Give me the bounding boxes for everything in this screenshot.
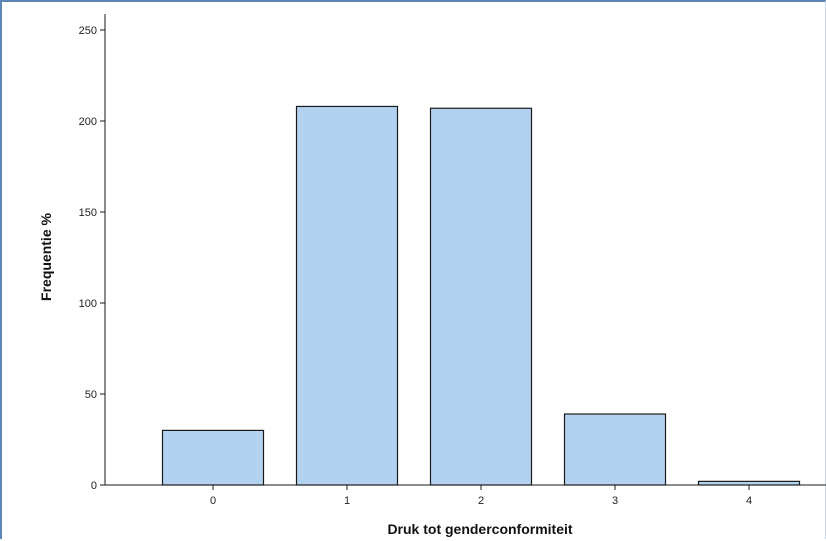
y-tick-label: 100: [79, 298, 97, 310]
x-tick-label: 0: [210, 495, 216, 507]
y-tick-label: 200: [79, 116, 97, 128]
y-tick-label: 50: [85, 389, 97, 401]
x-tick-label: 2: [478, 495, 484, 507]
bar-4: [697, 480, 801, 486]
x-tick-label: 3: [612, 495, 618, 507]
y-axis-title: Frequentie %: [38, 212, 54, 300]
x-tick-label: 1: [344, 495, 350, 507]
x-axis-title: Druk tot genderconformiteit: [387, 521, 572, 537]
x-axis: 0 1 2 3 4: [105, 484, 826, 507]
bars: [161, 105, 801, 486]
bar-2: [429, 107, 533, 486]
bar-3: [563, 413, 667, 486]
x-tick-label: 4: [746, 495, 752, 507]
y-tick-label: 150: [79, 207, 97, 219]
y-tick-label: 0: [91, 480, 97, 492]
y-axis: 0 50 100 150 200 250: [79, 14, 106, 492]
bar-1: [295, 105, 399, 486]
y-tick-label: 250: [79, 25, 97, 37]
bar-0: [161, 429, 265, 486]
